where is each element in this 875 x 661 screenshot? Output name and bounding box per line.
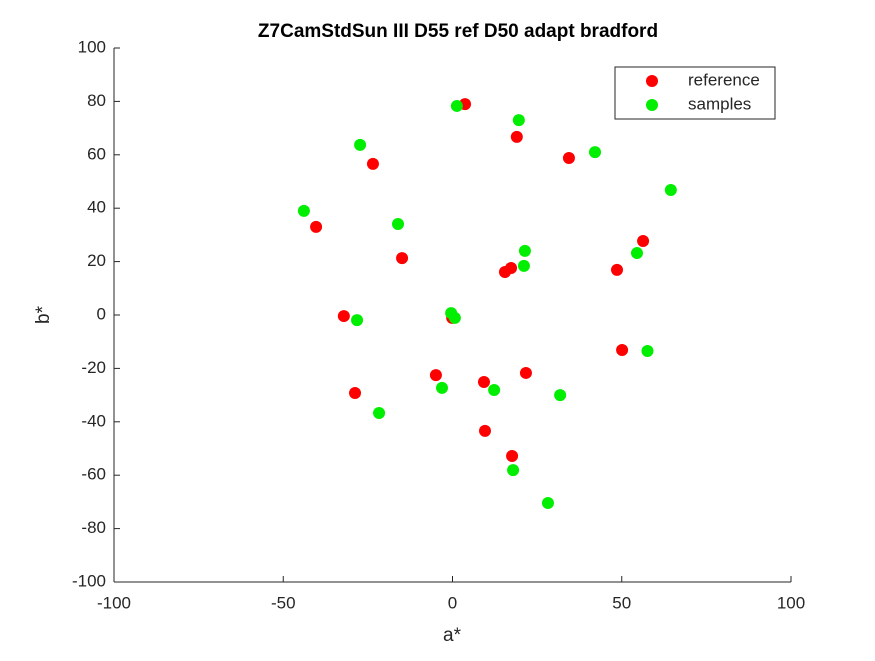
point: [392, 217, 405, 230]
point: [616, 343, 629, 356]
point: [478, 424, 491, 437]
y-tick-label: 100: [78, 37, 106, 56]
x-axis-label: a*: [443, 625, 462, 646]
point: [512, 114, 525, 127]
point: [450, 99, 463, 112]
legend-marker: [646, 99, 658, 111]
point: [554, 389, 567, 402]
y-tick-label: -40: [81, 411, 106, 430]
y-axis-label: b*: [33, 305, 54, 324]
point: [664, 184, 677, 197]
legend-marker: [646, 75, 658, 87]
y-tick-label: -60: [81, 465, 106, 484]
legend-label: reference: [688, 70, 760, 89]
point: [366, 157, 379, 170]
point: [429, 369, 442, 382]
point: [517, 259, 530, 272]
y-tick-label: 80: [87, 91, 106, 110]
point: [349, 386, 362, 399]
legend-box: [614, 66, 776, 120]
point: [448, 311, 461, 324]
point: [297, 204, 310, 217]
point: [506, 449, 519, 462]
legend-label: samples: [688, 94, 751, 113]
y-tick-label: 60: [87, 144, 106, 163]
x-tick-label: 100: [777, 593, 805, 612]
point: [310, 220, 323, 233]
point: [641, 345, 654, 358]
point: [562, 152, 575, 165]
point: [354, 138, 367, 151]
point: [396, 252, 409, 265]
point: [436, 381, 449, 394]
x-tick-label: -100: [97, 593, 131, 612]
point: [477, 376, 490, 389]
y-tick-label: -20: [81, 358, 106, 377]
point: [351, 314, 364, 327]
x-tick-label: 50: [612, 593, 631, 612]
y-tick-label: 0: [97, 304, 106, 323]
point: [505, 262, 518, 275]
y-tick-label: -80: [81, 518, 106, 537]
y-tick-label: 20: [87, 251, 106, 270]
point: [510, 130, 523, 143]
x-tick-label: -50: [271, 593, 296, 612]
chart-title: Z7CamStdSun III D55 ref D50 adapt bradfo…: [258, 21, 658, 42]
y-tick-label: -100: [72, 571, 106, 590]
y-tick-label: 40: [87, 198, 106, 217]
point: [589, 146, 602, 159]
point: [637, 235, 650, 248]
point: [611, 263, 624, 276]
point: [630, 247, 643, 260]
point: [507, 464, 520, 477]
point: [541, 496, 554, 509]
point: [519, 366, 532, 379]
point: [373, 406, 386, 419]
x-tick-label: 0: [448, 593, 457, 612]
point: [488, 384, 501, 397]
point: [337, 310, 350, 323]
point: [518, 244, 531, 257]
